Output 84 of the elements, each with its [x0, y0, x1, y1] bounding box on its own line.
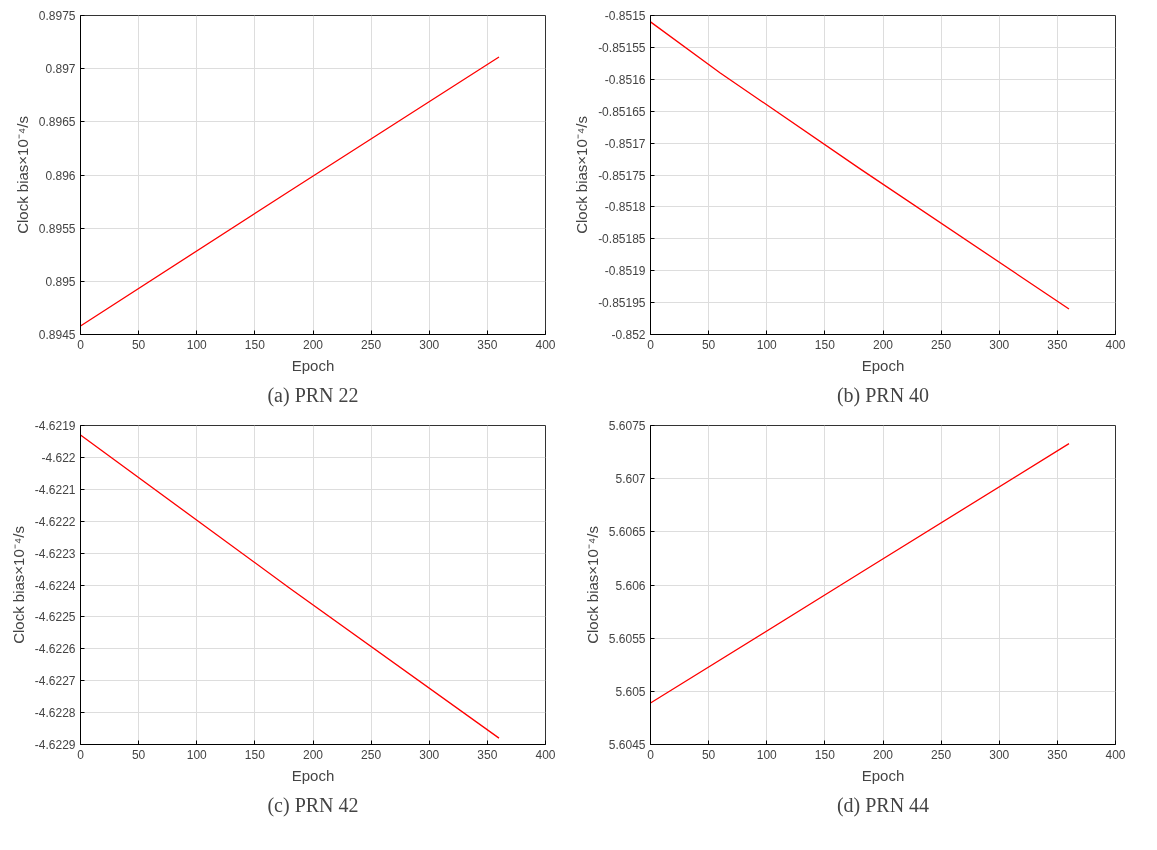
y-tick-label: -4.6227: [34, 674, 76, 689]
x-tick-label: 250: [931, 747, 952, 762]
x-tick-label: 200: [872, 337, 894, 352]
x-tick-label: 250: [931, 337, 952, 352]
y-tick-label: 0.8965: [38, 115, 76, 130]
y-tick-label: -4.6222: [34, 514, 76, 529]
y-tick-label: -0.8515: [604, 9, 646, 23]
x-tick-label: 150: [244, 337, 266, 352]
x-tick-label: 350: [477, 747, 498, 762]
y-axis-title: Clock bias×10⁻⁴/s: [573, 116, 591, 234]
y-tick-label: -4.6226: [34, 642, 76, 657]
x-tick-label: 400: [1105, 337, 1126, 352]
x-tick-label: 0: [647, 747, 655, 762]
y-tick-label: -0.8516: [604, 72, 646, 87]
text: (a) PRN 22: [267, 383, 359, 407]
x-tick-label: 150: [814, 337, 836, 352]
x-tick-label: 0: [77, 337, 85, 352]
text: (c) PRN 42: [267, 793, 359, 817]
x-axis-title: Epoch: [291, 356, 335, 374]
x-axis-title: Epoch: [291, 766, 335, 784]
x-tick-label: 50: [701, 747, 716, 762]
y-tick-label: 0.896: [45, 168, 76, 183]
x-tick-label: 50: [131, 747, 146, 762]
y-tick-label: -0.8518: [604, 200, 646, 215]
x-tick-label: 400: [1105, 747, 1126, 762]
x-tick-label: 350: [1047, 337, 1068, 352]
x-tick-label: 350: [1047, 747, 1068, 762]
y-tick-label: -0.85185: [598, 232, 646, 247]
y-tick-label: 0.8955: [38, 221, 76, 236]
x-tick-label: 150: [244, 747, 266, 762]
x-tick-label: 50: [701, 337, 716, 352]
y-tick-label: -4.6221: [34, 482, 76, 497]
y-tick-label: 0.8975: [38, 9, 76, 23]
y-tick-label: 5.6045: [608, 738, 646, 752]
y-tick-label: 5.607: [615, 472, 646, 487]
y-tick-label: 5.6065: [608, 525, 646, 540]
y-tick-label: 5.606: [615, 578, 646, 593]
y-tick-label: -4.6225: [34, 610, 76, 625]
y-tick-label: 0.895: [45, 274, 76, 289]
text: (b) PRN 40: [836, 383, 930, 407]
x-tick-label: 0: [77, 747, 85, 762]
x-tick-label: 300: [419, 747, 440, 762]
x-tick-label: 300: [989, 747, 1010, 762]
x-tick-label: 200: [302, 337, 324, 352]
x-axis-title: Epoch: [861, 766, 905, 784]
x-tick-label: 150: [814, 747, 836, 762]
y-tick-label: 5.6075: [608, 419, 646, 433]
y-tick-label: 0.897: [45, 62, 76, 77]
x-tick-label: 100: [756, 337, 778, 352]
x-tick-label: 100: [756, 747, 778, 762]
y-tick-label: -4.622: [41, 450, 76, 465]
y-tick-label: -4.6223: [34, 546, 76, 561]
y-tick-label: 5.605: [615, 684, 646, 699]
y-tick-label: -4.6228: [34, 706, 76, 721]
y-tick-label: -4.6219: [34, 419, 76, 433]
x-tick-label: 50: [131, 337, 146, 352]
y-tick-label: -0.8517: [604, 136, 646, 151]
y-tick-label: 0.8945: [38, 328, 76, 342]
y-tick-label: -0.85155: [598, 40, 646, 55]
x-tick-label: 200: [872, 747, 894, 762]
x-axis-title: Epoch: [861, 356, 905, 374]
y-tick-label: -0.852: [611, 328, 646, 342]
y-axis-title: Clock bias×10⁻⁴/s: [583, 526, 601, 644]
x-tick-label: 400: [535, 747, 556, 762]
text: (d) PRN 44: [836, 793, 930, 817]
x-tick-label: 250: [361, 337, 382, 352]
x-tick-label: 350: [477, 337, 498, 352]
x-tick-label: 200: [302, 747, 324, 762]
x-tick-label: 400: [535, 337, 556, 352]
y-axis-title: Clock bias×10⁻⁴/s: [13, 116, 31, 234]
y-tick-label: -0.85195: [598, 296, 646, 311]
x-tick-label: 250: [361, 747, 382, 762]
y-tick-label: -4.6229: [34, 738, 76, 752]
y-tick-label: -0.85175: [598, 168, 646, 183]
y-tick-label: -0.8519: [604, 264, 646, 279]
y-axis-title: Clock bias×10⁻⁴/s: [9, 526, 27, 644]
x-tick-label: 100: [186, 747, 208, 762]
x-tick-label: 100: [186, 337, 208, 352]
y-tick-label: -0.85165: [598, 104, 646, 119]
y-tick-label: -4.6224: [34, 578, 76, 593]
x-tick-label: 0: [647, 337, 655, 352]
y-tick-label: 5.6055: [608, 631, 646, 646]
x-tick-label: 300: [419, 337, 440, 352]
x-tick-label: 300: [989, 337, 1010, 352]
